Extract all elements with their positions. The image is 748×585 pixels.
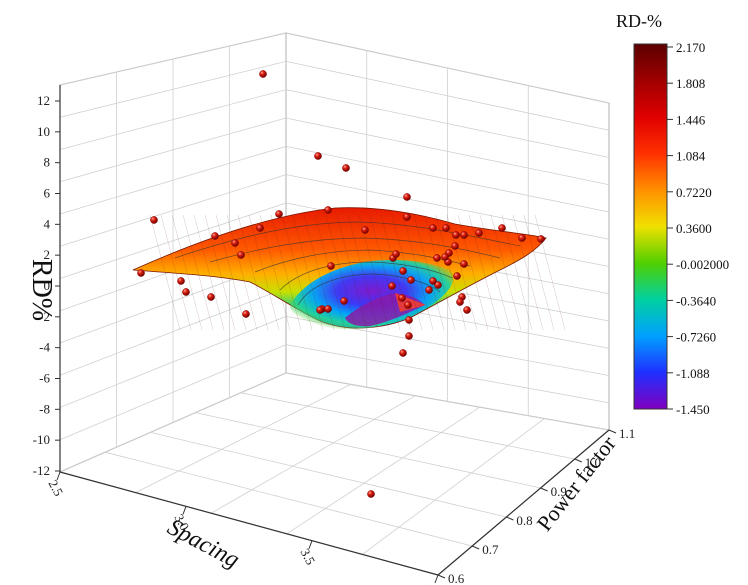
colorbar-tick-label: 2.170 (676, 40, 705, 55)
scatter-point (150, 216, 158, 224)
axes (59, 85, 610, 576)
colorbar-tick-label: 1.808 (676, 76, 705, 91)
colorbar-tick-label: -0.002000 (676, 257, 729, 272)
scatter-point (316, 306, 324, 314)
colorbar-tick-label: 0.3600 (676, 221, 712, 236)
scatter-points (137, 70, 545, 498)
scatter-point (392, 250, 400, 258)
z-tick-label: -4 (39, 340, 50, 355)
z-tick-label: -10 (33, 432, 50, 447)
scatter-point (324, 305, 332, 313)
scatter-point (404, 301, 412, 309)
scatter-point (429, 224, 437, 232)
x-tick-label: 3.0 (172, 512, 193, 533)
y-tick-label: 0.6 (448, 571, 465, 585)
colorbar-tick-label: -1.450 (676, 402, 710, 417)
scatter-point (231, 239, 239, 247)
x-tick-label: 3.5 (298, 546, 319, 567)
scatter-point (442, 224, 450, 232)
scatter-point (537, 235, 545, 243)
z-axis-title: RD% (26, 259, 57, 321)
scatter-point (342, 164, 350, 172)
scatter-point (275, 210, 283, 218)
scatter-point (518, 234, 526, 242)
x-axis-title: Spacing (163, 514, 243, 573)
colorbar-tick-label: -1.088 (676, 366, 710, 381)
scatter-point (314, 152, 322, 160)
colorbar-tick-label: 1.446 (676, 112, 706, 127)
scatter-point (498, 224, 506, 232)
y-tick-label: 1.0 (585, 455, 601, 470)
y-tick-label: 1.1 (619, 426, 635, 441)
z-tick-label: 12 (37, 93, 50, 108)
colorbar-tick-label: -0.3640 (676, 293, 716, 308)
y-axis-ticks: 0.6 0.7 0.8 0.9 1.0 1.1 (437, 426, 635, 585)
scatter-point (403, 193, 411, 201)
scatter-point (237, 251, 245, 259)
scatter-point (361, 226, 369, 234)
x-axis-ticks: 2.5 3.0 3.5 4.0 (46, 471, 445, 585)
z-tick-label: -2 (39, 309, 50, 324)
scatter-point (399, 267, 407, 275)
x-tick-label: 2.5 (46, 477, 67, 498)
z-axis-ticks: -12 -10 -8 -6 -4 -2 0 2 4 6 8 10 12 (33, 93, 60, 478)
scatter-point (433, 254, 441, 262)
scatter-point (405, 332, 413, 340)
scatter-point (340, 297, 348, 305)
scatter-point (177, 277, 185, 285)
scatter-point (451, 242, 459, 250)
colorbar-tick-label: 1.084 (676, 149, 706, 164)
z-tick-label: 10 (37, 124, 50, 139)
scatter-point (429, 277, 437, 285)
scatter-point (441, 253, 449, 261)
scatter-point (434, 281, 442, 289)
z-tick-label: 8 (44, 155, 51, 170)
scatter-point (475, 229, 483, 237)
scatter-point (327, 262, 335, 270)
y-tick-label: 0.7 (482, 542, 499, 557)
x-tick-label: 4.0 (424, 580, 445, 585)
y-tick-label: 0.8 (516, 513, 532, 528)
scatter-point (463, 306, 471, 314)
scatter-point (425, 286, 433, 294)
scatter-point (407, 276, 415, 284)
scatter-point (452, 231, 460, 239)
scatter-point (460, 231, 468, 239)
y-tick-label: 0.9 (551, 484, 567, 499)
colorbar-title: RD-% (616, 11, 662, 31)
colorbar-tick-label: 0.7220 (676, 185, 712, 200)
scatter-point (137, 269, 145, 277)
scatter-point (259, 70, 267, 78)
scatter-point (405, 316, 413, 324)
scatter-point (460, 260, 468, 268)
scatter-point (207, 293, 215, 301)
colorbar-tick-label: -0.7260 (676, 330, 716, 345)
z-tick-label: 2 (44, 247, 51, 262)
z-tick-label: -12 (33, 463, 50, 478)
z-tick-label: 6 (44, 186, 51, 201)
fitted-surface (132, 207, 566, 331)
scatter-point (398, 294, 406, 302)
scatter-point (182, 288, 190, 296)
scatter-point (453, 272, 461, 280)
scatter-point (456, 298, 464, 306)
scatter-point (324, 206, 332, 214)
scatter-point (367, 490, 375, 498)
grid-lines (59, 32, 610, 555)
z-tick-label: -8 (39, 401, 50, 416)
scatter-point (256, 224, 264, 232)
z-tick-label: -6 (39, 371, 50, 386)
scatter-point (211, 232, 219, 240)
z-tick-label: 4 (44, 216, 51, 231)
scatter-point (388, 282, 396, 290)
scatter-point (403, 213, 411, 221)
scatter-point (242, 310, 250, 318)
scatter-point (399, 349, 407, 357)
z-tick-label: 0 (44, 278, 51, 293)
colorbar: RD-% 2.170 1.808 1.446 1.084 0.7220 0.3600 -0.… (616, 11, 729, 417)
